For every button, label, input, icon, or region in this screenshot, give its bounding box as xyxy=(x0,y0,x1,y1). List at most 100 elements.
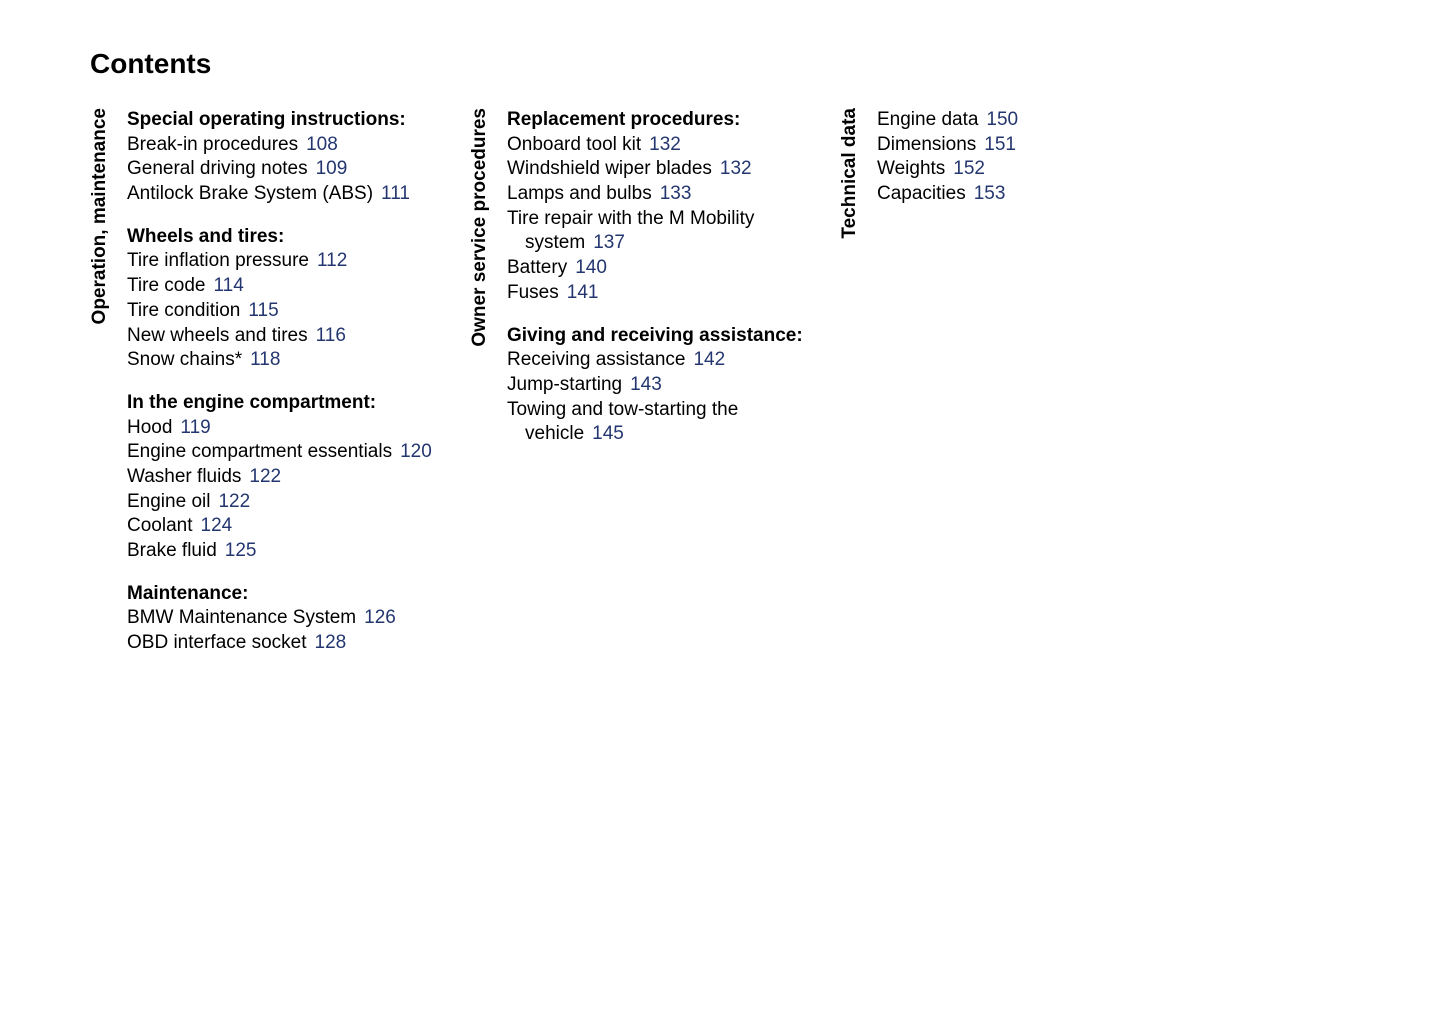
entry-label: Engine data xyxy=(877,109,978,130)
entry-page: 115 xyxy=(248,300,278,321)
entry-page: 124 xyxy=(201,515,233,536)
column-owner-service: Owner service procedures Replacement pro… xyxy=(470,108,840,674)
toc-entry[interactable]: Tire repair with the M Mobility system13… xyxy=(507,207,840,256)
toc-entry[interactable]: Engine oil 122 xyxy=(127,490,470,515)
section-label: Owner service procedures xyxy=(470,108,489,347)
toc-entry[interactable]: Tire inflation pressure 112 xyxy=(127,249,470,274)
column-content: Replacement procedures: Onboard tool kit… xyxy=(507,108,840,465)
toc-entry[interactable]: General driving notes 109 xyxy=(127,157,470,182)
entry-page: 132 xyxy=(720,158,752,179)
entry-page: 133 xyxy=(660,183,692,204)
toc-entry[interactable]: Washer fluids 122 xyxy=(127,465,470,490)
toc-entry[interactable]: Lamps and bulbs 133 xyxy=(507,182,840,207)
toc-entry[interactable]: Fuses 141 xyxy=(507,281,840,306)
entry-page: 122 xyxy=(249,466,281,487)
entry-page: 112 xyxy=(317,250,347,271)
entry-label: Weights xyxy=(877,158,945,179)
entry-label: General driving notes xyxy=(127,158,308,179)
toc-entry[interactable]: Snow chains*118 xyxy=(127,348,470,373)
toc-entry[interactable]: Engine data 150 xyxy=(877,108,1210,133)
entry-page: 151 xyxy=(984,134,1016,155)
entry-label: Coolant xyxy=(127,515,193,536)
subsection: Maintenance: BMW Maintenance System 126 O… xyxy=(127,582,470,656)
entry-label: Hood xyxy=(127,417,172,438)
entry-page: 145 xyxy=(592,423,624,444)
column-technical-data: Technical data Engine data150 Dimensions… xyxy=(840,108,1210,674)
subsection: Replacement procedures: Onboard tool kit… xyxy=(507,108,840,306)
column-operation-maintenance: Operation, maintenance Special operating… xyxy=(90,108,470,674)
subsection: Giving and receiving assistance: Receivi… xyxy=(507,324,840,447)
entry-page: 120 xyxy=(400,441,432,462)
entry-page: 116 xyxy=(316,325,346,346)
toc-entry[interactable]: Antilock Brake System (ABS) 111 xyxy=(127,182,470,207)
entry-label: Tire inflation pressure xyxy=(127,250,309,271)
entry-label: Antilock Brake System (ABS) xyxy=(127,183,373,204)
entry-label: Onboard tool kit xyxy=(507,134,641,155)
entry-label: New wheels and tires xyxy=(127,325,308,346)
toc-entry[interactable]: Break-in procedures108 xyxy=(127,133,470,158)
entry-label: Fuses xyxy=(507,282,559,303)
columns-wrapper: Operation, maintenance Special operating… xyxy=(90,108,1355,674)
entry-page: 141 xyxy=(567,282,599,303)
toc-entry[interactable]: New wheels and tires 116 xyxy=(127,324,470,349)
entry-label: Break-in procedures xyxy=(127,134,298,155)
toc-entry[interactable]: Engine compartment essentials 120 xyxy=(127,440,470,465)
entry-page: 114 xyxy=(214,275,244,296)
subsection-title: Special operating instructions: xyxy=(127,108,470,133)
entry-label: Jump-starting xyxy=(507,374,622,395)
entry-page: 143 xyxy=(630,374,662,395)
entry-label: OBD interface socket xyxy=(127,632,307,653)
section-label: Operation, maintenance xyxy=(90,108,109,324)
entry-label: Engine compartment essentials xyxy=(127,441,392,462)
entry-label: Brake fluid xyxy=(127,540,217,561)
entry-label: Capacities xyxy=(877,183,966,204)
toc-entry[interactable]: Tire code 114 xyxy=(127,274,470,299)
entry-page: 128 xyxy=(315,632,347,653)
entry-label: Tire repair with the M Mobility system xyxy=(507,208,754,254)
contents-page: Contents Operation, maintenance Special … xyxy=(0,0,1445,674)
toc-entry[interactable]: Coolant 124 xyxy=(127,514,470,539)
toc-entry[interactable]: Hood 119 xyxy=(127,416,470,441)
toc-entry[interactable]: Battery140 xyxy=(507,256,840,281)
toc-entry[interactable]: Tire condition115 xyxy=(127,299,470,324)
entry-label: Receiving assistance xyxy=(507,349,685,370)
entry-page: 109 xyxy=(316,158,348,179)
entry-label: Dimensions xyxy=(877,134,976,155)
entry-page: 137 xyxy=(593,232,625,253)
subsection-title: Maintenance: xyxy=(127,582,470,607)
entry-label: Lamps and bulbs xyxy=(507,183,652,204)
toc-entry[interactable]: Capacities 153 xyxy=(877,182,1210,207)
entry-label: Washer fluids xyxy=(127,466,241,487)
entry-page: 122 xyxy=(218,491,250,512)
entry-page: 132 xyxy=(649,134,681,155)
page-title: Contents xyxy=(90,48,1355,80)
toc-entry[interactable]: Weights 152 xyxy=(877,157,1210,182)
entry-label: Tire code xyxy=(127,275,206,296)
toc-entry[interactable]: Towing and tow-starting the vehicle145 xyxy=(507,398,840,447)
subsection-title: Giving and receiving assistance: xyxy=(507,324,840,349)
toc-entry[interactable]: Receiving assistance 142 xyxy=(507,348,840,373)
entry-page: 118 xyxy=(250,349,280,370)
entry-label: Battery xyxy=(507,257,567,278)
entry-page: 152 xyxy=(953,158,985,179)
subsection-title: Wheels and tires: xyxy=(127,225,470,250)
toc-entry[interactable]: BMW Maintenance System 126 xyxy=(127,606,470,631)
entry-page: 125 xyxy=(225,540,257,561)
entry-page: 126 xyxy=(364,607,396,628)
entry-page: 150 xyxy=(986,109,1018,130)
subsection: Engine data150 Dimensions151 Weights152 … xyxy=(877,108,1210,207)
entry-label: Engine oil xyxy=(127,491,210,512)
subsection: Special operating instructions: Break-in… xyxy=(127,108,470,207)
entry-page: 142 xyxy=(693,349,725,370)
entry-page: 153 xyxy=(974,183,1006,204)
toc-entry[interactable]: Onboard tool kit 132 xyxy=(507,133,840,158)
toc-entry[interactable]: Windshield wiper blades132 xyxy=(507,157,840,182)
entry-label: BMW Maintenance System xyxy=(127,607,356,628)
toc-entry[interactable]: OBD interface socket 128 xyxy=(127,631,470,656)
toc-entry[interactable]: Brake fluid 125 xyxy=(127,539,470,564)
toc-entry[interactable]: Dimensions 151 xyxy=(877,133,1210,158)
entry-page: 111 xyxy=(381,183,410,204)
toc-entry[interactable]: Jump-starting 143 xyxy=(507,373,840,398)
entry-page: 119 xyxy=(180,417,210,438)
column-content: Special operating instructions: Break-in… xyxy=(127,108,470,674)
